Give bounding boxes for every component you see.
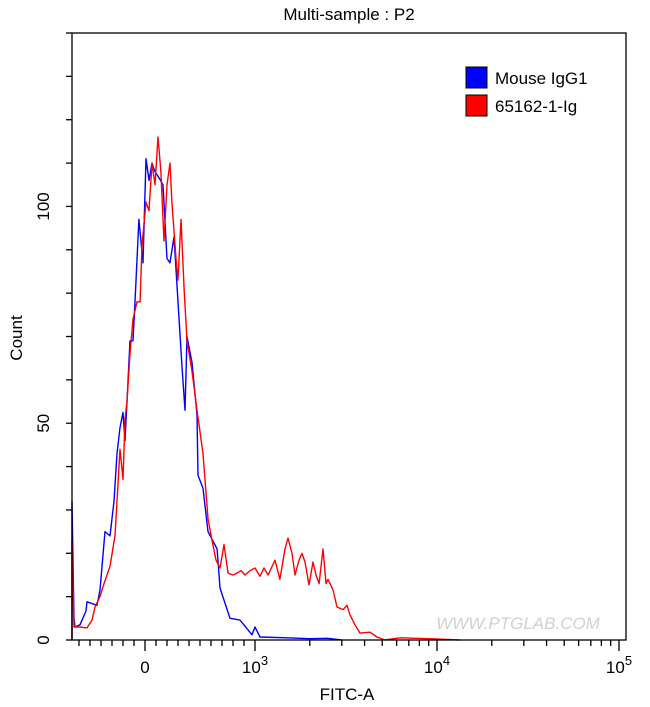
y-tick-label: 0 (34, 635, 53, 644)
legend: Mouse IgG1 65162-1-Ig (465, 66, 588, 117)
x-axis-label: FITC-A (320, 685, 375, 704)
series-line-1 (71, 136, 461, 641)
series-layer (71, 136, 461, 641)
y-axis-label: Count (7, 315, 26, 361)
legend-swatch-mouse-igg1 (465, 66, 488, 89)
x-tick-label: 105 (606, 653, 632, 677)
watermark: WWW.PTGLAB.COM (436, 614, 601, 633)
x-tick-label: 0 (140, 658, 149, 677)
series-line-0 (71, 158, 342, 641)
legend-label-mouse-igg1: Mouse IgG1 (495, 69, 588, 88)
x-tick-label: 104 (424, 653, 450, 677)
y-tick-label: 100 (34, 192, 53, 220)
x-tick-label: 103 (242, 653, 268, 677)
x-tick-exponent: 3 (261, 653, 268, 668)
plot-frame (71, 32, 627, 641)
chart-title: Multi-sample : P2 (283, 5, 414, 24)
x-tick-exponent: 4 (443, 653, 450, 668)
legend-label-65162-1-ig: 65162-1-Ig (495, 97, 577, 116)
x-tick-exponent: 5 (625, 653, 632, 668)
y-tick-label: 50 (34, 414, 53, 433)
axis-ticks: 0 50 100 0 103 104 105 (34, 32, 632, 677)
legend-swatch-65162-1-ig (465, 94, 488, 117)
